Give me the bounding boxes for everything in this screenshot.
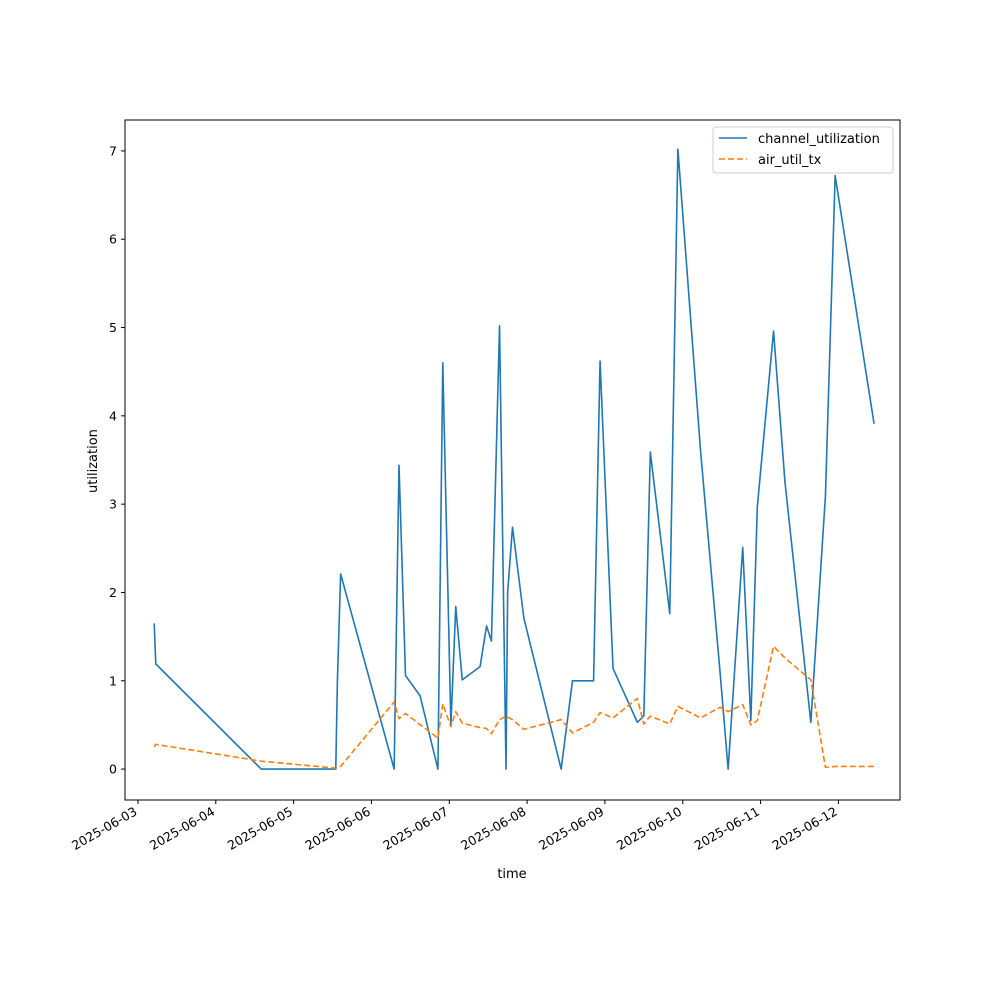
y-tick-label: 1 (109, 673, 117, 688)
series-line-channel-utilization (153, 148, 875, 770)
y-tick-label: 0 (109, 762, 117, 777)
y-tick-label: 5 (109, 320, 117, 335)
y-tick-label: 3 (109, 497, 117, 512)
series-line-air-util-tx (153, 645, 875, 770)
y-tick-label: 7 (109, 143, 117, 158)
legend: channel_utilization air_util_tx (712, 126, 894, 174)
legend-label-channel-utilization: channel_utilization (758, 132, 880, 147)
y-tick-label: 6 (109, 232, 117, 247)
plot-frame (124, 119, 901, 801)
legend-label-air-util-tx: air_util_tx (758, 153, 822, 168)
series-lines (153, 148, 875, 770)
legend-box (712, 126, 894, 174)
y-tick-label: 2 (109, 585, 117, 600)
y-axis-label: utilization (86, 429, 101, 493)
x-axis-label: time (497, 867, 526, 882)
y-tick-label: 4 (109, 408, 117, 423)
y-axis-ticks: 0 1 2 3 4 5 6 7 (109, 143, 125, 777)
